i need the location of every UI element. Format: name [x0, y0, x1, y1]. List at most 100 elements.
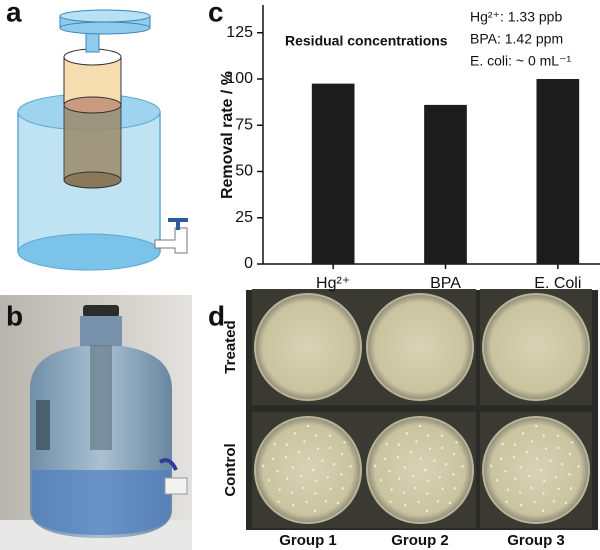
colony [554, 476, 558, 479]
panel-label: c [208, 0, 224, 27]
colony [314, 434, 317, 437]
bar [424, 104, 467, 265]
colony [569, 487, 573, 490]
colony [529, 486, 533, 490]
row-label: Treated [222, 320, 239, 373]
colony [313, 509, 317, 513]
colony [501, 443, 504, 446]
colony [423, 468, 427, 472]
petri-dish [254, 416, 362, 524]
colony [495, 479, 499, 482]
panel-label: d [208, 300, 225, 331]
colony [292, 503, 295, 507]
colony [412, 474, 415, 478]
colony [428, 447, 432, 450]
colony [448, 501, 452, 505]
colony [403, 466, 407, 469]
petri-dish [366, 416, 474, 524]
colony [405, 432, 409, 435]
colony [543, 479, 546, 482]
colony [519, 466, 523, 469]
colony [311, 468, 315, 472]
colony [419, 424, 422, 428]
colony [278, 488, 281, 491]
y-tick-label: 0 [244, 255, 253, 272]
colony [521, 432, 525, 435]
colony [542, 492, 545, 495]
colony [336, 501, 340, 505]
colony [379, 479, 383, 482]
colony [340, 453, 344, 456]
petri-dish [482, 293, 590, 401]
colony [290, 491, 294, 494]
colony [307, 424, 310, 428]
colony [293, 432, 297, 435]
x-tick-label: BPA [430, 275, 461, 292]
colony [425, 509, 429, 513]
colony [544, 447, 548, 450]
colony [542, 434, 545, 437]
colony [321, 459, 324, 463]
colony [455, 441, 458, 444]
colony [297, 451, 301, 454]
y-tick-label: 75 [235, 116, 253, 133]
colony [541, 509, 545, 513]
colony [340, 473, 343, 476]
colony [571, 441, 574, 444]
colony [413, 486, 417, 490]
y-tick-label: 125 [226, 24, 253, 41]
colony [436, 500, 440, 503]
annotation: E. coli: ~ 0 mL⁻¹ [470, 53, 571, 69]
colony [489, 464, 493, 468]
colony [324, 500, 328, 503]
colony [284, 455, 287, 459]
row-label: Control [222, 443, 239, 496]
colony [383, 457, 387, 461]
colony [301, 486, 305, 490]
colony [433, 459, 436, 463]
annotation: Hg²⁺: 1.33 ppb [470, 9, 562, 25]
colony [512, 455, 515, 459]
colony [316, 447, 320, 450]
colony [328, 434, 332, 437]
x-tick-label: Hg²⁺ [316, 275, 350, 292]
colony [453, 487, 457, 490]
colony [389, 500, 392, 504]
colony [276, 470, 279, 473]
colony [506, 488, 509, 491]
colony [504, 470, 507, 473]
colony [329, 487, 332, 491]
column-label: Group 1 [279, 532, 337, 549]
colony [261, 464, 265, 468]
colony [499, 457, 503, 461]
colony [438, 476, 442, 479]
colony [525, 451, 529, 454]
colony [343, 441, 346, 444]
colony [326, 476, 330, 479]
colony [568, 473, 571, 476]
colony [513, 443, 517, 446]
colony [556, 434, 560, 437]
column-label: Group 2 [391, 532, 449, 549]
petri-dish [482, 416, 590, 524]
colony [390, 488, 393, 491]
colony [385, 443, 388, 446]
annotation: BPA: 1.42 ppm [470, 31, 563, 47]
annotation-title: Residual concentrations [285, 33, 448, 49]
colony [397, 443, 401, 446]
colony [271, 457, 275, 461]
colony [535, 457, 539, 460]
colony [341, 487, 345, 490]
colony [328, 446, 332, 450]
colony [305, 500, 308, 504]
colony [564, 501, 568, 505]
colony [291, 466, 295, 469]
colony [557, 487, 560, 491]
colony [396, 455, 399, 459]
colony [286, 477, 289, 480]
y-tick-label: 50 [235, 163, 253, 180]
colony [577, 465, 580, 468]
colony [398, 477, 401, 480]
petri-dish [366, 293, 474, 401]
